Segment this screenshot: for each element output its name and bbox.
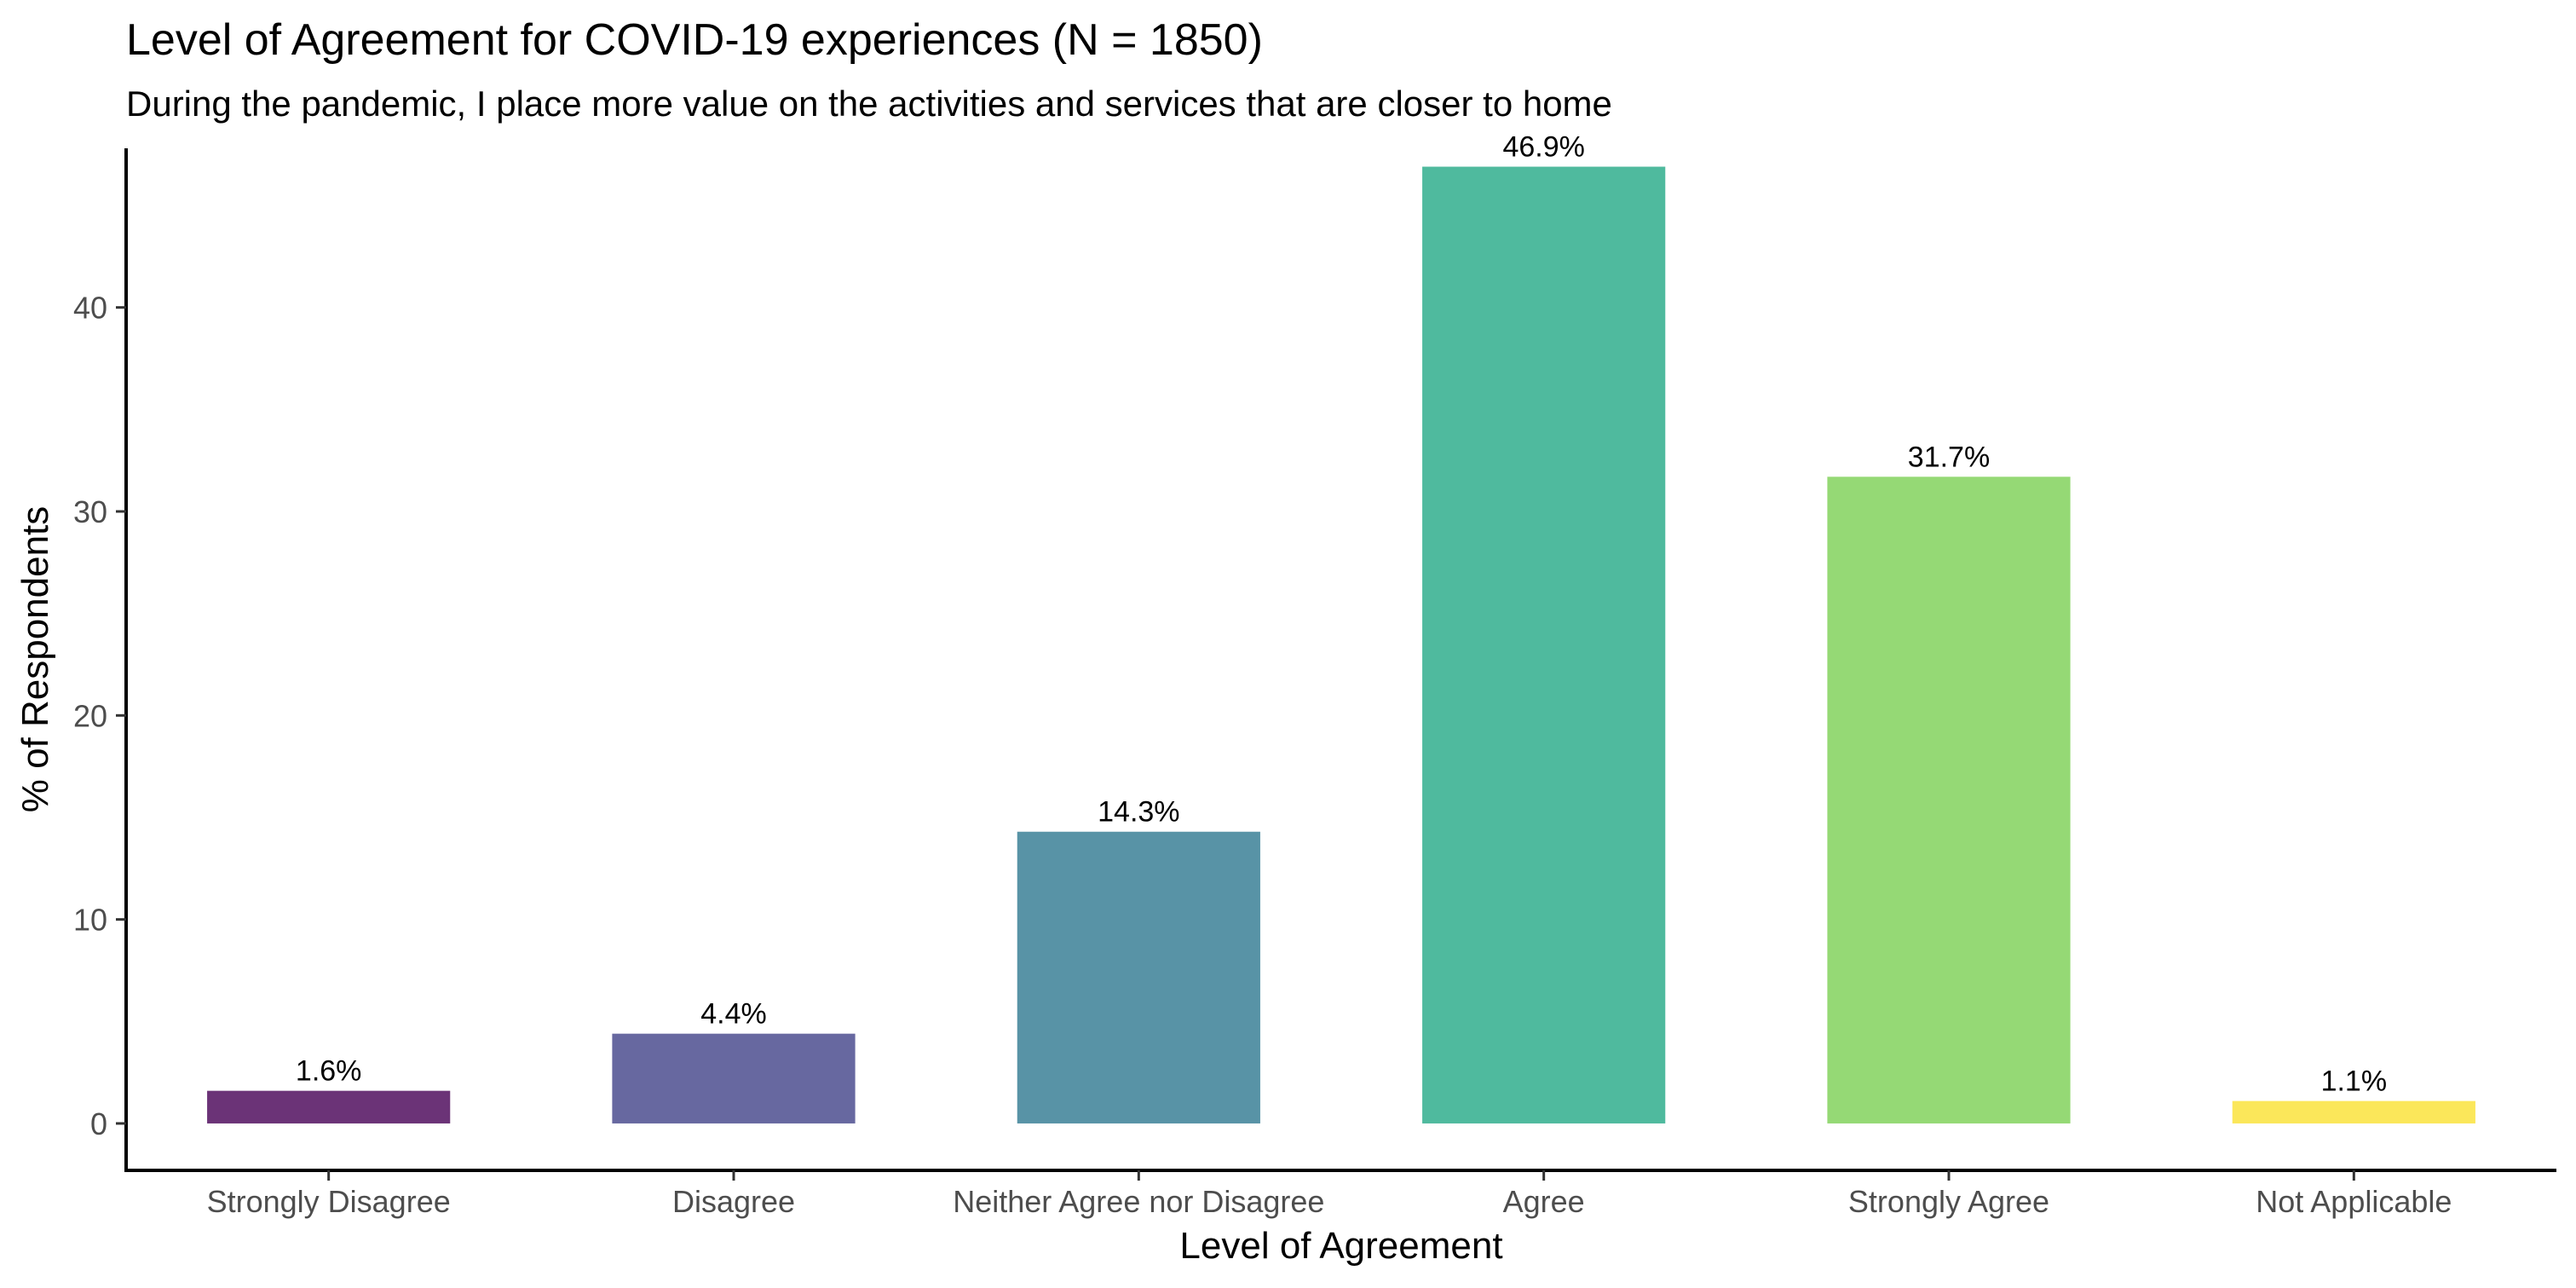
- y-axis-ticks: 0 10 20 30 40: [73, 291, 126, 1141]
- x-axis-title: Level of Agreement: [1179, 1225, 1502, 1267]
- x-tick-label-5: Not Applicable: [2256, 1184, 2452, 1219]
- bar-2: [1017, 831, 1260, 1123]
- y-tick-label-2: 20: [73, 698, 107, 733]
- x-axis-ticks: Strongly Disagree Disagree Neither Agree n…: [207, 1170, 2452, 1219]
- chart-title: Level of Agreement for COVID-19 experien…: [126, 15, 1263, 65]
- chart-subtitle: During the pandemic, I place more value …: [126, 84, 1612, 124]
- x-tick-label-1: Disagree: [672, 1184, 795, 1219]
- bar-5: [2232, 1100, 2475, 1123]
- x-tick-label-3: Agree: [1503, 1184, 1585, 1219]
- bar-0: [207, 1090, 451, 1123]
- data-label-0: 1.6%: [296, 1055, 362, 1088]
- data-label-2: 14.3%: [1098, 796, 1179, 829]
- plot-area: 1.6% 4.4% 14.3% 46.9% 31.7% 1.1%: [207, 131, 2475, 1123]
- y-tick-label-4: 40: [73, 291, 107, 326]
- bar-3: [1422, 166, 1666, 1123]
- x-tick-label-0: Strongly Disagree: [207, 1184, 451, 1219]
- x-tick-label-2: Neither Agree nor Disagree: [953, 1184, 1324, 1219]
- data-label-3: 46.9%: [1502, 131, 1584, 164]
- bar-1: [612, 1033, 856, 1123]
- x-tick-label-4: Strongly Agree: [1848, 1184, 2049, 1219]
- y-tick-label-0: 0: [90, 1106, 107, 1141]
- data-label-4: 31.7%: [1908, 441, 1990, 473]
- data-label-1: 4.4%: [700, 998, 767, 1031]
- bar-4: [1827, 477, 2071, 1123]
- y-tick-label-1: 10: [73, 903, 107, 938]
- y-axis-title: % of Respondents: [14, 506, 56, 813]
- y-tick-label-3: 30: [73, 494, 107, 529]
- data-label-5: 1.1%: [2321, 1066, 2388, 1098]
